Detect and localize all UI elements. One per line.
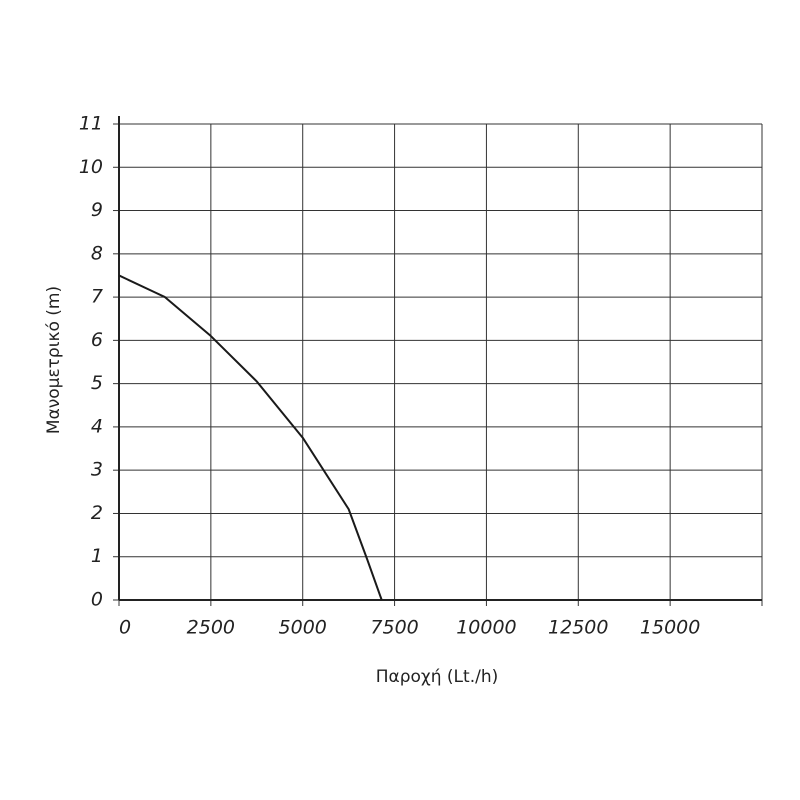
y-tick-label: 8 bbox=[91, 242, 103, 264]
y-tick-label: 3 bbox=[91, 459, 103, 481]
x-tick-label: 10000 bbox=[456, 617, 516, 639]
x-tick-label: 2500 bbox=[187, 617, 235, 639]
y-tick-label: 2 bbox=[91, 502, 103, 524]
y-tick-label: 6 bbox=[91, 329, 103, 351]
y-tick-label: 1 bbox=[91, 545, 103, 567]
x-tick-label: 7500 bbox=[370, 617, 418, 639]
y-axis-title: Μανομετρικό (m) bbox=[44, 286, 64, 434]
y-tick-label: 9 bbox=[91, 199, 103, 221]
y-tick-label: 0 bbox=[91, 589, 103, 611]
y-tick-label: 10 bbox=[79, 156, 103, 178]
y-tick-label: 5 bbox=[91, 372, 103, 394]
x-axis-title: Παροχή (Lt./h) bbox=[376, 667, 499, 687]
x-tick-label: 0 bbox=[119, 617, 131, 639]
x-tick-label: 12500 bbox=[548, 617, 608, 639]
x-tick-label: 15000 bbox=[640, 617, 700, 639]
x-tick-label: 5000 bbox=[279, 617, 327, 639]
data-line bbox=[118, 274, 383, 601]
y-tick-label: 11 bbox=[79, 113, 103, 135]
y-tick-label: 4 bbox=[91, 415, 103, 437]
y-tick-label: 7 bbox=[91, 286, 103, 308]
